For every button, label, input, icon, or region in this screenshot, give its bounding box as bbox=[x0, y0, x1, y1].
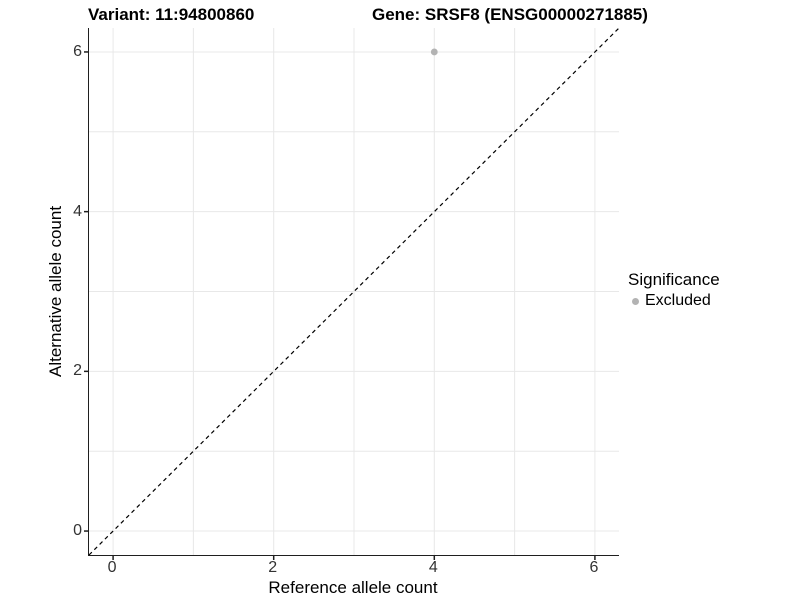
y-tick-label: 4 bbox=[73, 202, 82, 220]
x-tick-label: 4 bbox=[428, 559, 438, 576]
legend-key-dot-icon bbox=[632, 297, 639, 305]
x-tick-label: 2 bbox=[268, 559, 278, 576]
data-point bbox=[430, 48, 438, 56]
legend-items: Excluded bbox=[628, 292, 720, 310]
legend: Significance Excluded bbox=[628, 270, 720, 310]
y-tick-label: 2 bbox=[73, 362, 82, 380]
x-axis-title: Reference allele count bbox=[268, 578, 438, 597]
legend-title: Significance bbox=[628, 270, 720, 289]
plot-title-gene: Gene: SRSF8 (ENSG00000271885) bbox=[372, 5, 648, 24]
plot-panel bbox=[84, 27, 620, 560]
legend-item-label: Excluded bbox=[645, 292, 711, 309]
plot-title-variant: Variant: 11:94800860 bbox=[88, 5, 255, 24]
y-axis-title: Alternative allele count bbox=[46, 205, 65, 378]
x-tick-label: 6 bbox=[589, 559, 599, 576]
y-tick-label: 0 bbox=[73, 522, 82, 540]
plot-canvas bbox=[84, 27, 620, 560]
legend-item: Excluded bbox=[628, 292, 720, 310]
x-tick-label: 0 bbox=[107, 559, 117, 576]
y-tick-label: 6 bbox=[73, 42, 82, 60]
